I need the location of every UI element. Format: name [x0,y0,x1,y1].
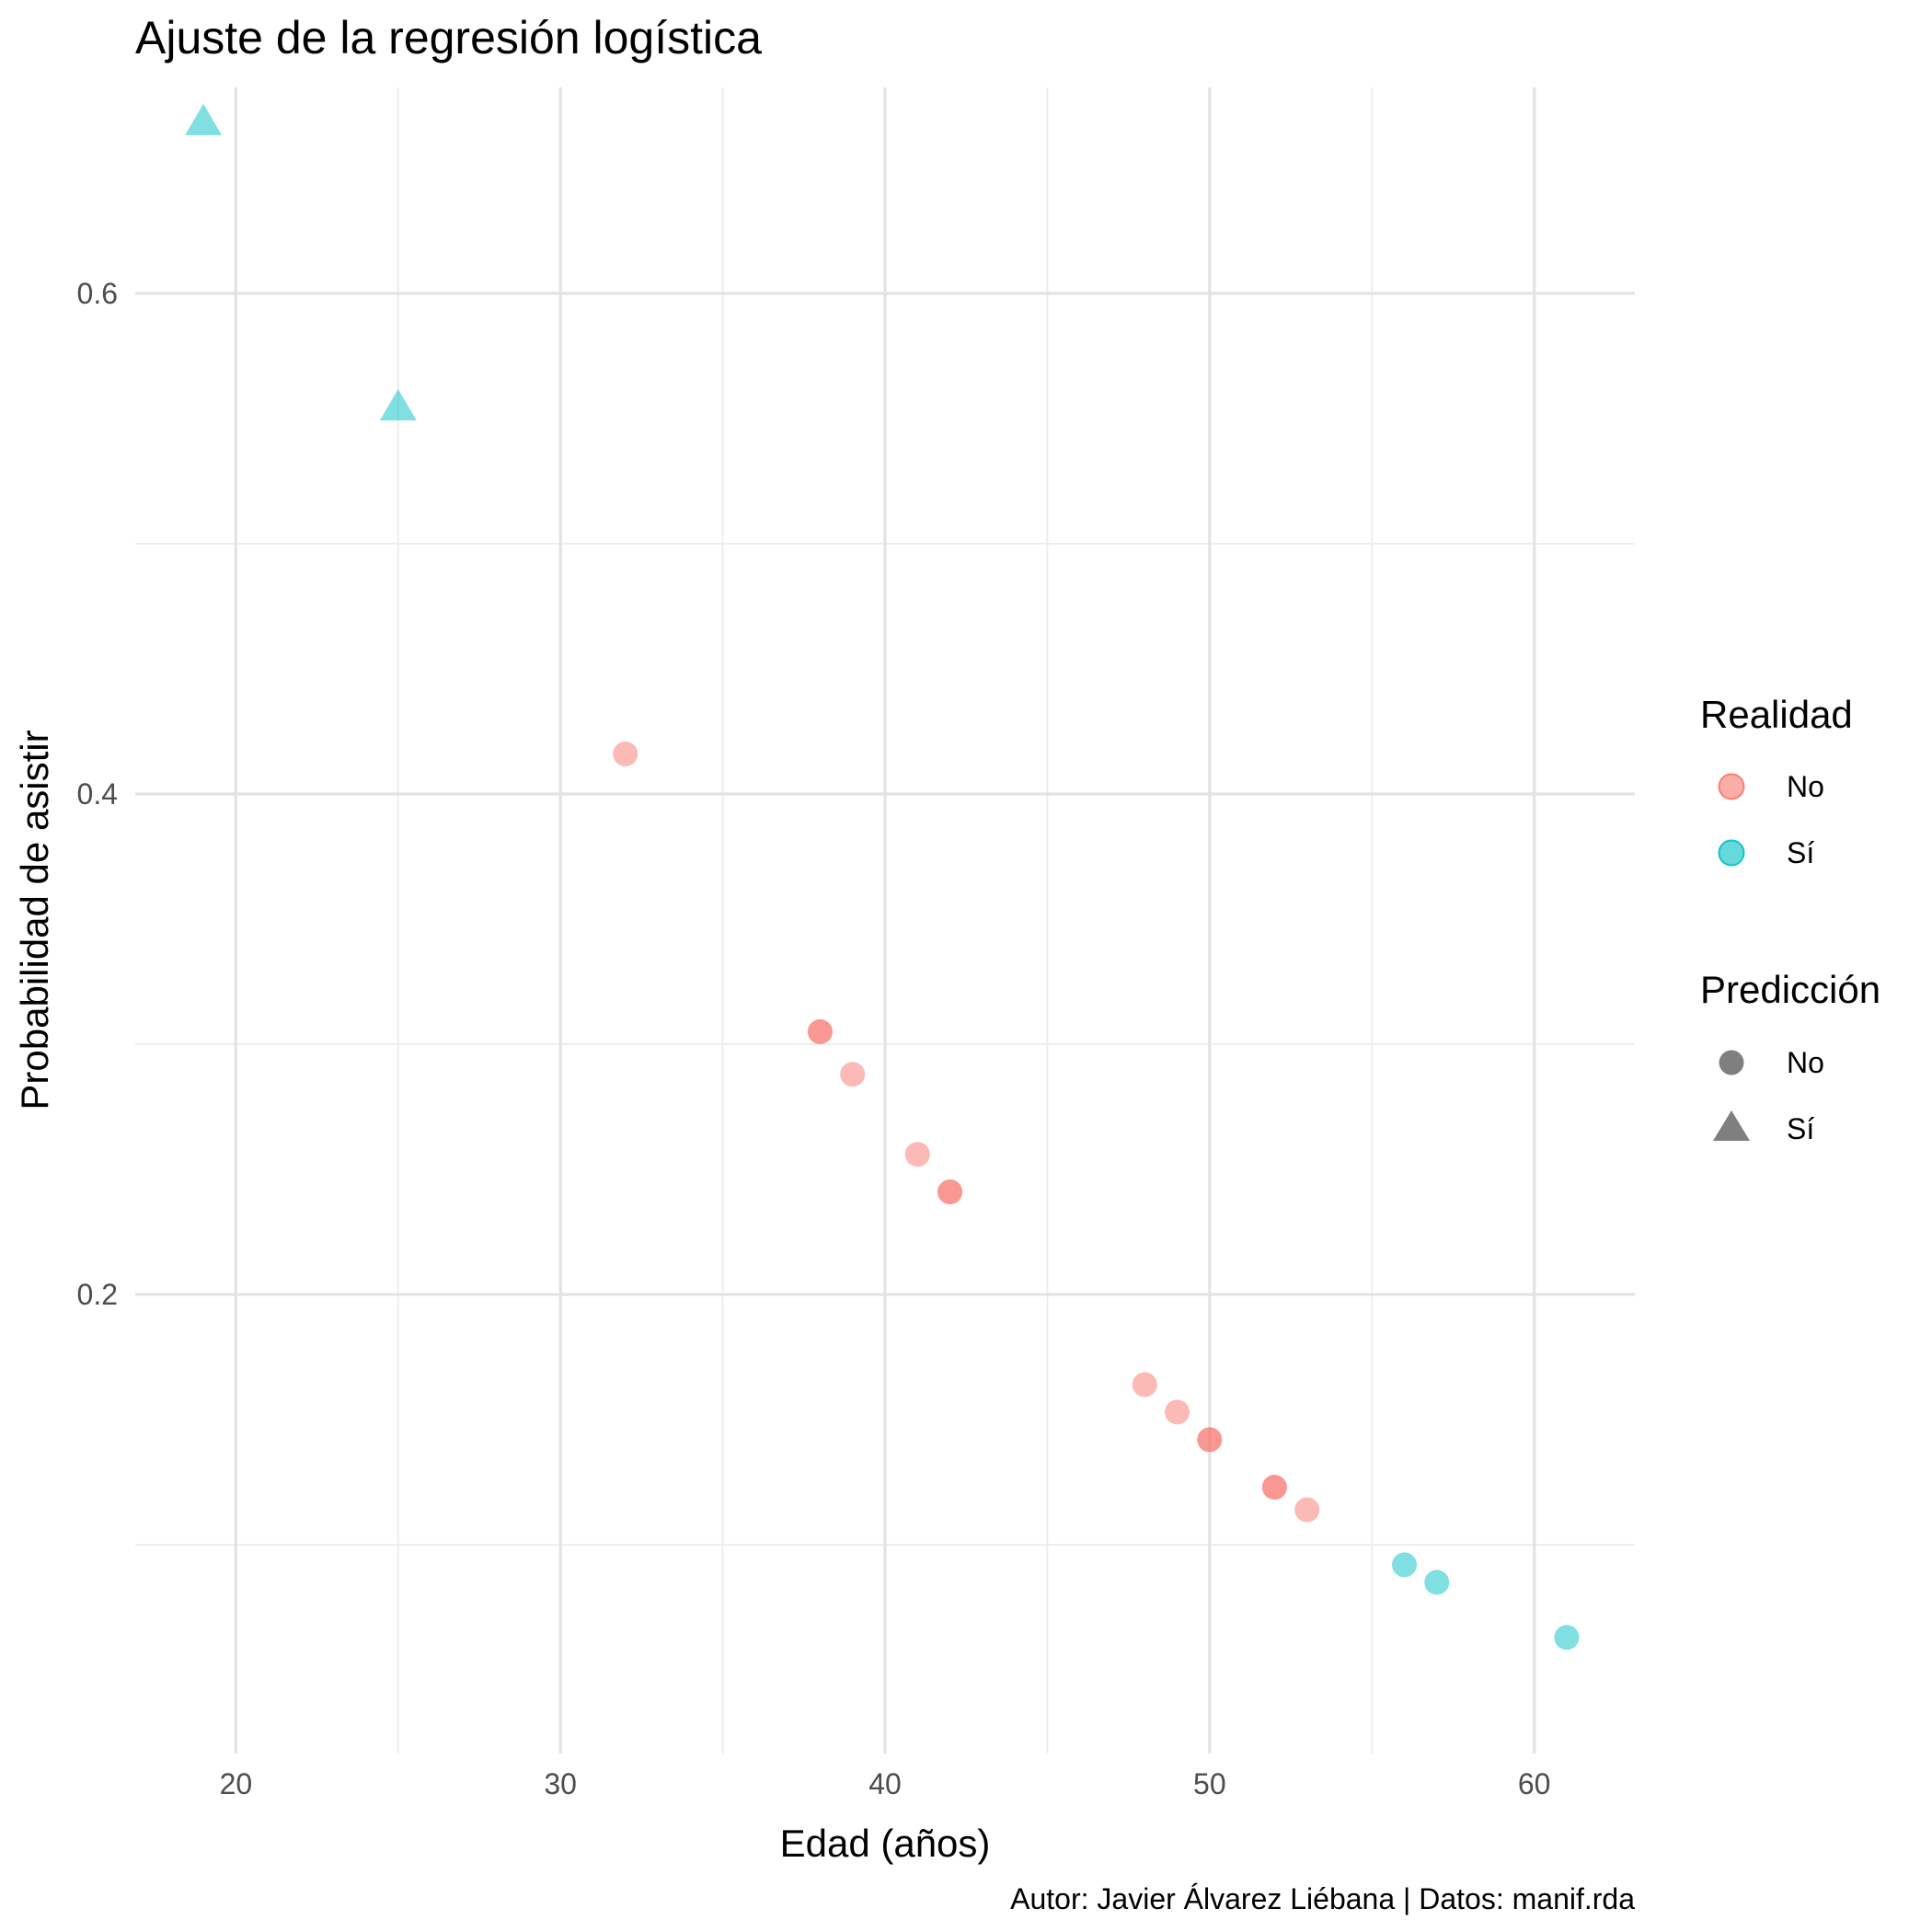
chart-title: Ajuste de la regresión logística [135,12,762,63]
x-tick-label: 50 [1193,1767,1226,1800]
x-axis-title: Edad (años) [780,1822,991,1865]
data-point [1261,1475,1287,1501]
data-point [1165,1399,1190,1425]
data-point [807,1018,833,1044]
legend-prediccion-no-label: No [1787,1046,1824,1079]
x-tick-label: 40 [868,1767,902,1800]
data-point [1554,1625,1580,1650]
legend-realidad-si-label: Sí [1787,836,1814,869]
x-tick-label: 30 [544,1767,577,1800]
legend-prediccion-title: Predicción [1700,968,1880,1011]
data-point [1392,1552,1418,1578]
data-point [1197,1427,1223,1453]
data-point [1132,1372,1157,1397]
legend-realidad-no-key [1718,773,1745,800]
major-gridlines [135,87,1635,1754]
y-tick-label: 0.2 [77,1278,118,1311]
y-axis-title: Probabilidad de asistir [13,730,56,1110]
legend-prediccion-si-label: Sí [1787,1112,1814,1145]
data-point [840,1062,866,1087]
data-point [904,1142,930,1167]
x-tick-label: 20 [220,1767,253,1800]
y-axis-tick-labels: 0.2 0.4 0.6 [77,277,118,1311]
chart-caption: Autor: Javier Álvarez Liébana | Datos: m… [1010,1882,1635,1915]
legend-realidad-si-key [1718,839,1745,867]
y-tick-label: 0.6 [77,277,118,310]
legend-prediccion-si-key [1713,1110,1750,1141]
data-point [1424,1570,1450,1595]
x-tick-label: 60 [1518,1767,1551,1800]
legend-prediccion-no-key [1719,1050,1744,1075]
legend-realidad: Realidad No Sí [1700,693,1853,869]
x-axis-tick-labels: 20 30 40 50 60 [220,1767,1551,1800]
data-points [185,103,1580,1650]
legend-realidad-title: Realidad [1700,693,1853,736]
y-tick-label: 0.4 [77,777,118,811]
legend-prediccion: Predicción No Sí [1700,968,1880,1145]
data-point [937,1179,963,1205]
legend-realidad-no-label: No [1787,770,1824,803]
data-point-triangle [185,103,223,135]
data-point-triangle [379,389,417,421]
data-point [1294,1497,1320,1523]
data-point [613,741,638,766]
